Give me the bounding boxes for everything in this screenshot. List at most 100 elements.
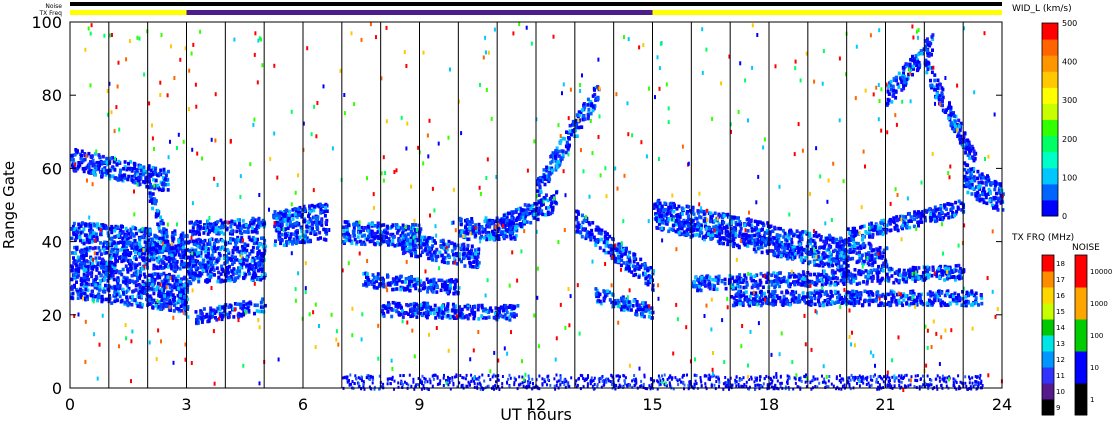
data-cell [465,218,469,222]
data-cell [579,225,583,229]
data-cell [71,158,75,162]
data-cell [451,308,455,313]
data-cell [713,211,717,216]
data-cell [117,278,121,283]
data-cell [151,278,155,283]
data-cell [276,221,280,225]
data-cell [74,263,78,267]
data-cell [593,88,596,92]
data-cell [183,234,187,238]
data-cell [541,212,545,217]
data-cell [408,249,412,253]
data-cell [594,287,598,291]
data-cell [801,230,805,234]
data-cell [138,251,141,256]
data-cell [105,156,109,161]
data-cell [403,233,407,237]
data-cell [365,284,369,288]
data-cell [430,287,433,291]
data-cell [512,221,516,225]
data-cell [420,242,423,246]
data-cell [233,222,237,227]
data-cell [130,273,134,278]
data-cell [550,166,554,171]
data-cell [871,261,875,266]
data-cell [106,284,110,288]
data-cell [285,222,289,227]
data-cell [422,305,426,309]
data-cell [133,163,137,168]
data-cell [99,261,103,265]
data-cell [568,143,571,148]
data-cell [362,228,366,232]
data-cell [96,225,100,229]
data-cell [595,294,599,298]
data-cell [210,245,214,250]
data-cell [371,278,375,283]
data-cell [229,304,233,308]
data-cell [111,286,115,290]
data-cell [542,168,546,172]
data-cell [797,234,801,239]
data-cell [618,250,622,255]
data-cell [490,219,494,224]
data-cell [240,231,244,236]
data-cell [230,219,234,224]
data-cell [92,234,96,239]
data-cell [474,223,478,227]
data-cell [520,208,524,212]
data-cell [74,270,78,274]
data-cell [83,291,87,296]
data-cell [509,233,512,237]
data-cell [94,256,98,260]
data-cell [189,266,193,270]
data-cell [313,232,317,236]
data-cell [206,260,210,265]
data-cell [473,265,477,269]
data-cell [446,260,450,265]
data-cell [505,316,509,321]
data-cell [848,257,852,261]
data-cell [183,298,187,302]
data-cell [96,262,100,267]
data-cell [112,294,116,298]
data-cell [117,159,121,164]
data-cell [235,302,239,306]
data-cell [161,221,165,226]
data-cell [160,239,164,244]
data-cell [115,162,119,166]
data-cell [853,248,857,252]
data-cell [111,273,115,278]
data-cell [129,251,133,255]
data-cell [822,239,826,244]
data-cell [603,239,607,243]
data-cell [668,202,672,206]
data-cell [842,242,846,246]
data-cell [134,170,138,175]
data-cell [424,305,428,309]
data-cell [133,166,137,171]
noise-strip [70,2,1002,6]
data-cell [250,221,254,226]
data-cell [401,234,405,239]
data-cell [483,307,487,311]
data-cell [141,286,145,290]
data-cell [319,207,323,212]
data-cell [385,235,388,239]
data-cell [585,234,589,238]
data-cell [459,311,463,316]
data-cell [382,284,386,289]
data-cell [462,242,466,247]
data-cell [88,239,91,243]
data-cell [395,278,399,283]
data-cell [325,203,329,208]
data-cell [84,287,88,292]
data-cell [471,231,475,236]
data-cell [155,235,159,239]
data-cell [604,250,608,255]
data-cell [554,168,558,172]
data-cell [98,160,102,165]
data-cell [131,232,135,237]
data-cell [83,233,87,237]
data-cell [116,282,120,286]
